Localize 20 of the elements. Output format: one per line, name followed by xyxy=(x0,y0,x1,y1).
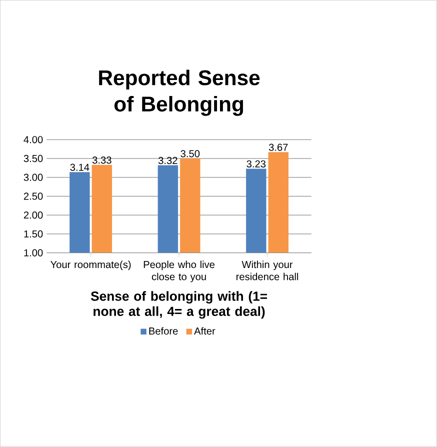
data-label: 3.50 xyxy=(180,150,200,158)
y-tick-label: 3.00 xyxy=(24,174,43,181)
y-tick-label: 3.50 xyxy=(24,154,43,162)
chart-title: Reported Sense of Belonging xyxy=(99,70,260,116)
legend-label: Before xyxy=(149,327,178,335)
y-tick-label: 1.50 xyxy=(24,230,43,238)
y-tick-label: 1.00 xyxy=(24,249,43,256)
data-label: 3.67 xyxy=(269,144,288,151)
data-label: 3.33 xyxy=(92,156,112,164)
data-label: 3.32 xyxy=(158,156,178,164)
y-tick-label: 4.00 xyxy=(24,136,43,144)
y-tick-label: 2.50 xyxy=(24,192,43,200)
y-tick-label: 2.00 xyxy=(24,212,43,219)
x-axis-title: Sense of belonging with (1= none at all, 4= a great deal) xyxy=(90,291,268,319)
x-tick-label: Your roommate(s) xyxy=(50,260,131,270)
x-tick-label: Within your residence hall xyxy=(236,260,298,280)
legend-label: After xyxy=(194,327,216,335)
data-label: 3.14 xyxy=(70,164,90,171)
data-label: 3.23 xyxy=(246,160,266,168)
x-tick-label: People who live close to you xyxy=(144,260,215,282)
